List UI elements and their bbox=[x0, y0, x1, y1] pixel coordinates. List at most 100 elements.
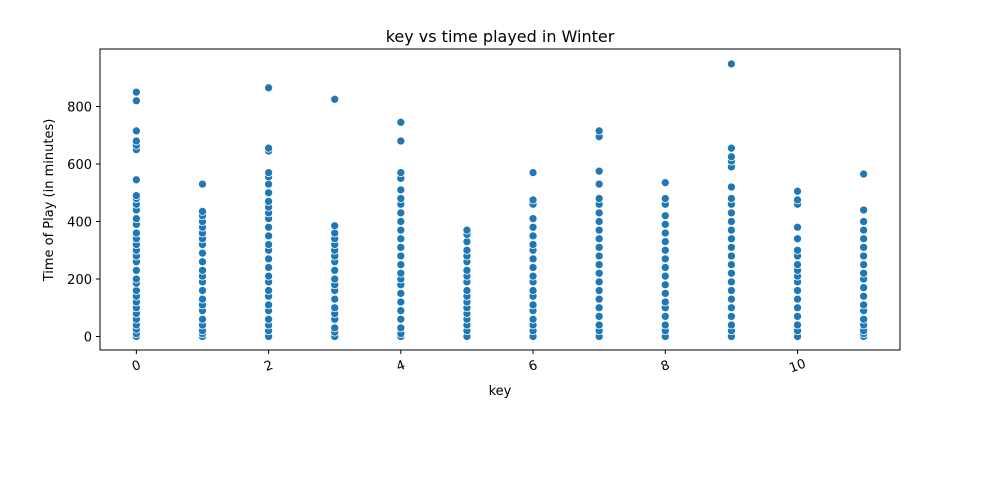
point bbox=[396, 234, 406, 244]
point bbox=[793, 286, 802, 295]
point bbox=[859, 300, 868, 310]
point bbox=[727, 143, 736, 153]
point bbox=[528, 263, 538, 272]
point bbox=[793, 312, 802, 321]
point bbox=[264, 222, 273, 232]
point bbox=[264, 83, 273, 93]
point bbox=[132, 228, 141, 238]
point bbox=[264, 168, 273, 177]
point bbox=[660, 254, 670, 264]
point bbox=[264, 240, 273, 249]
point bbox=[727, 277, 736, 287]
point bbox=[660, 220, 670, 229]
point bbox=[462, 245, 472, 255]
point bbox=[330, 303, 340, 313]
point bbox=[727, 59, 736, 69]
point bbox=[264, 179, 273, 189]
point bbox=[462, 266, 472, 275]
point bbox=[660, 194, 670, 203]
point bbox=[727, 268, 736, 278]
point bbox=[594, 303, 604, 313]
point bbox=[264, 231, 273, 241]
point bbox=[727, 225, 736, 235]
x-axis-label: key bbox=[489, 384, 512, 399]
y-tick-label: 0 bbox=[84, 330, 92, 345]
point bbox=[660, 289, 670, 298]
y-tick-label: 200 bbox=[67, 273, 92, 288]
point bbox=[793, 195, 802, 205]
point bbox=[264, 254, 273, 264]
point bbox=[859, 314, 868, 324]
point bbox=[660, 280, 670, 290]
point bbox=[264, 143, 273, 153]
point bbox=[727, 208, 736, 218]
point bbox=[198, 314, 207, 324]
point bbox=[727, 217, 736, 226]
point bbox=[594, 166, 604, 176]
point bbox=[594, 312, 604, 321]
point bbox=[594, 260, 604, 269]
point bbox=[793, 303, 802, 313]
point bbox=[396, 185, 406, 195]
point bbox=[727, 152, 736, 162]
point bbox=[528, 214, 538, 223]
point bbox=[859, 251, 868, 261]
point bbox=[528, 195, 538, 205]
point bbox=[264, 263, 273, 272]
point bbox=[660, 237, 670, 246]
point bbox=[264, 271, 273, 281]
point bbox=[594, 126, 604, 136]
point bbox=[660, 263, 670, 272]
point bbox=[462, 237, 472, 246]
point bbox=[859, 291, 868, 301]
x-tick-label: 0 bbox=[130, 358, 143, 375]
point bbox=[330, 221, 340, 231]
point bbox=[132, 175, 141, 185]
x-tick-label: 4 bbox=[395, 358, 408, 375]
point bbox=[132, 214, 141, 223]
point bbox=[330, 294, 340, 304]
point bbox=[132, 126, 141, 136]
point bbox=[198, 257, 207, 267]
point bbox=[528, 271, 538, 281]
point bbox=[396, 225, 406, 235]
point bbox=[727, 234, 736, 244]
point bbox=[264, 188, 273, 198]
point bbox=[859, 283, 868, 292]
point bbox=[330, 274, 340, 284]
point bbox=[594, 208, 604, 218]
point bbox=[528, 231, 538, 241]
point bbox=[859, 169, 868, 179]
point bbox=[330, 94, 340, 104]
point bbox=[660, 297, 670, 307]
y-tick-label: 600 bbox=[67, 158, 92, 173]
point bbox=[198, 286, 207, 295]
x-tick-label: 6 bbox=[527, 358, 540, 375]
point bbox=[727, 320, 736, 330]
point bbox=[793, 260, 802, 269]
point bbox=[198, 294, 207, 304]
point bbox=[528, 222, 538, 232]
point bbox=[793, 186, 802, 196]
point bbox=[462, 225, 472, 235]
point bbox=[727, 194, 736, 203]
x-tick-label: 10 bbox=[787, 357, 808, 377]
chart-title: key vs time played in Winter bbox=[386, 27, 615, 46]
point bbox=[594, 268, 604, 278]
point bbox=[528, 240, 538, 249]
point bbox=[528, 168, 538, 177]
point bbox=[859, 243, 868, 252]
point bbox=[396, 251, 406, 261]
point bbox=[660, 178, 670, 188]
point bbox=[727, 251, 736, 261]
point bbox=[660, 271, 670, 281]
plot-frame bbox=[99, 48, 901, 351]
point bbox=[594, 243, 604, 252]
point bbox=[594, 277, 604, 287]
point bbox=[396, 243, 406, 252]
point bbox=[727, 294, 736, 304]
point bbox=[396, 168, 406, 177]
y-axis-label: Time of Play (in minutes) bbox=[42, 119, 57, 283]
